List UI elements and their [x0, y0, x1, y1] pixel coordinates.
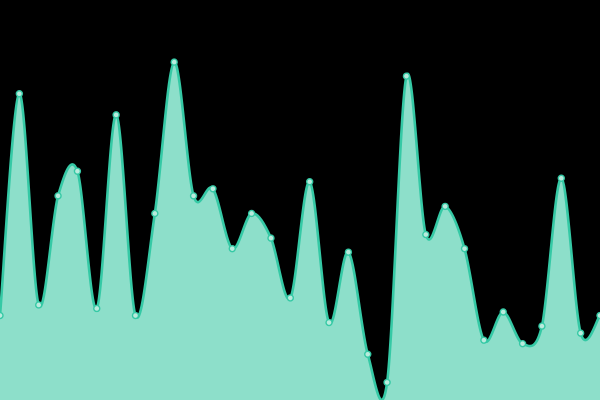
data-point-marker — [596, 311, 600, 320]
area-fill-path — [0, 62, 600, 400]
data-point-marker — [267, 234, 275, 242]
data-point-marker — [422, 230, 430, 239]
data-point-marker — [73, 167, 82, 175]
data-point-marker — [35, 301, 43, 309]
data-point-markers — [0, 58, 600, 387]
data-point-marker — [170, 58, 178, 66]
data-point-marker — [518, 339, 527, 348]
data-point-marker — [54, 192, 62, 200]
data-point-marker — [402, 72, 411, 80]
data-point-marker — [576, 329, 585, 337]
data-point-marker — [538, 322, 546, 330]
data-point-marker — [151, 209, 159, 218]
data-point-marker — [499, 308, 507, 316]
data-point-marker — [189, 192, 198, 200]
data-point-marker — [112, 111, 120, 119]
data-point-marker — [325, 318, 333, 327]
data-point-marker — [15, 90, 24, 98]
data-point-marker — [131, 311, 140, 320]
data-point-marker — [460, 244, 469, 253]
data-point-marker — [228, 244, 236, 253]
data-point-marker — [344, 248, 353, 256]
data-point-marker — [286, 294, 295, 302]
data-point-marker — [364, 350, 372, 358]
data-point-marker — [93, 304, 101, 313]
data-point-marker — [209, 185, 217, 193]
data-point-marker — [383, 378, 391, 387]
data-point-marker — [557, 174, 565, 182]
data-point-marker — [247, 209, 256, 218]
data-point-marker — [441, 202, 449, 211]
data-point-marker — [305, 178, 314, 186]
data-point-marker — [0, 311, 4, 320]
data-point-marker — [480, 336, 488, 344]
